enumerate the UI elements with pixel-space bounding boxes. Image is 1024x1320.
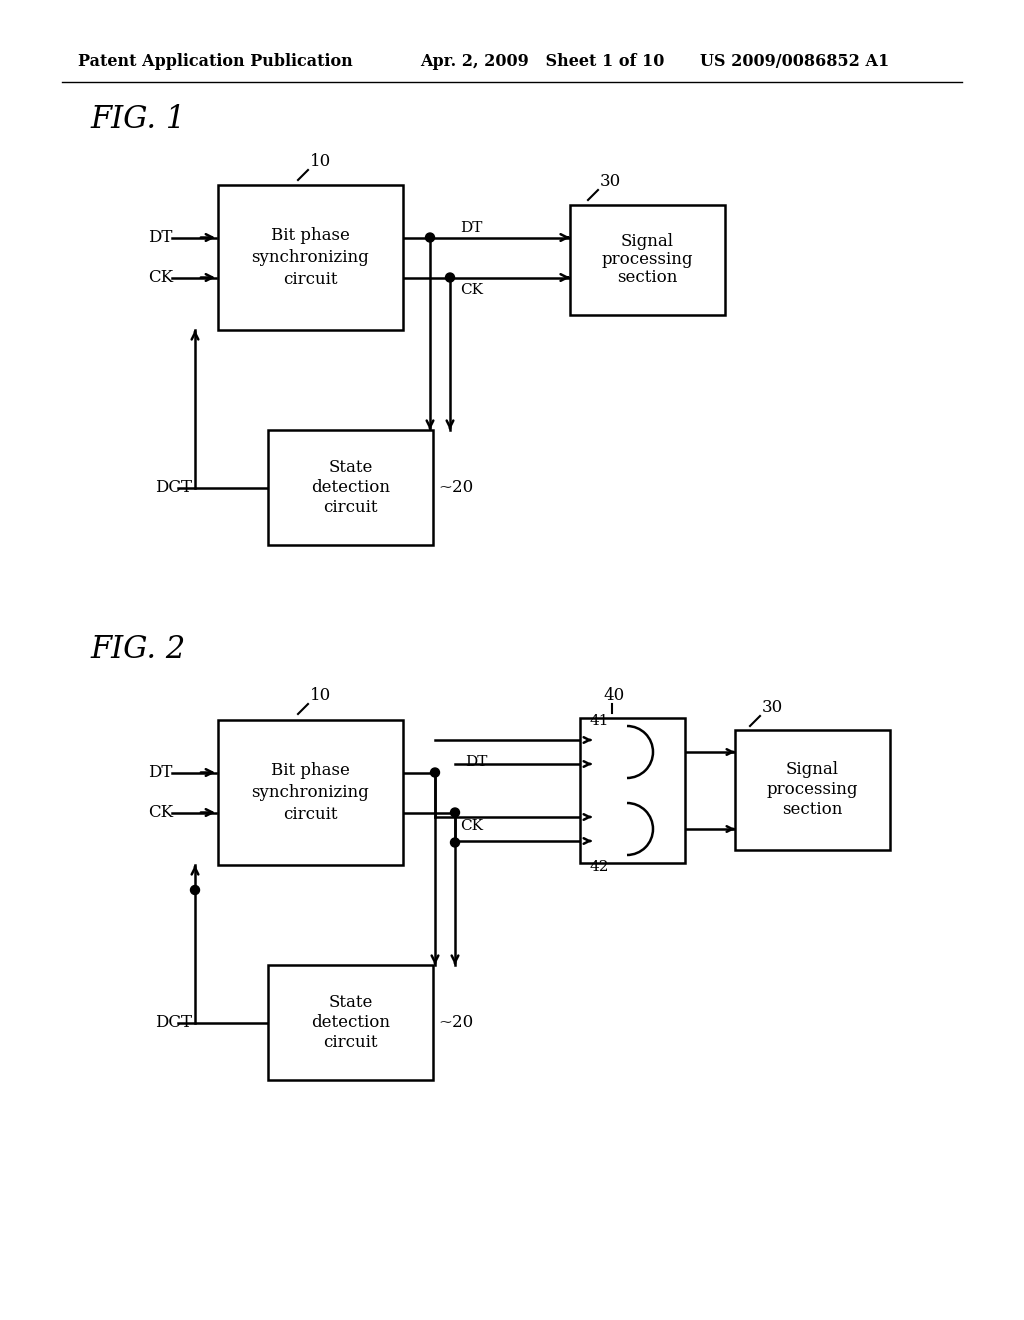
Text: processing: processing [767,781,858,799]
Text: 41: 41 [590,714,609,729]
Text: State: State [329,459,373,477]
Bar [735,730,890,850]
Bar [218,719,403,865]
Text: Patent Application Publication: Patent Application Publication [78,54,352,70]
Text: Bit phase: Bit phase [271,762,350,779]
Text: 40: 40 [603,688,625,705]
Text: ~20: ~20 [438,1014,473,1031]
Text: DT: DT [465,755,487,770]
Bar [268,965,433,1080]
Text: 30: 30 [600,173,622,190]
Text: CK: CK [460,282,483,297]
Bar [268,430,433,545]
Text: DT: DT [148,764,172,781]
Text: detection: detection [311,1014,390,1031]
Text: circuit: circuit [284,271,338,288]
Text: 30: 30 [762,700,783,717]
Text: FIG. 2: FIG. 2 [90,635,185,665]
Text: CK: CK [148,804,173,821]
Text: State: State [329,994,373,1011]
Text: circuit: circuit [284,807,338,822]
Text: section: section [782,801,843,818]
Bar [570,205,725,315]
Text: synchronizing: synchronizing [252,784,370,801]
Circle shape [430,768,439,777]
Circle shape [451,838,460,847]
Text: DT: DT [460,220,482,235]
Circle shape [426,234,434,242]
Text: circuit: circuit [324,499,378,516]
Text: ~20: ~20 [438,479,473,496]
Text: CK: CK [148,269,173,286]
Circle shape [190,886,200,895]
Text: DCT: DCT [155,1014,193,1031]
Text: CK: CK [460,818,483,833]
Text: US 2009/0086852 A1: US 2009/0086852 A1 [700,54,889,70]
Text: synchronizing: synchronizing [252,249,370,267]
Bar [580,718,685,863]
Text: FIG. 1: FIG. 1 [90,104,185,136]
Text: detection: detection [311,479,390,496]
Text: DCT: DCT [155,479,193,496]
Text: DT: DT [148,228,172,246]
Text: Signal: Signal [786,762,839,779]
Text: processing: processing [602,252,693,268]
Bar [218,185,403,330]
Circle shape [445,273,455,282]
Text: Signal: Signal [621,234,674,251]
Text: 42: 42 [590,861,609,874]
Text: Bit phase: Bit phase [271,227,350,244]
Circle shape [451,808,460,817]
Text: 10: 10 [310,688,331,705]
Text: 10: 10 [310,153,331,170]
Text: Apr. 2, 2009   Sheet 1 of 10: Apr. 2, 2009 Sheet 1 of 10 [420,54,665,70]
Text: section: section [617,269,678,286]
Text: circuit: circuit [324,1034,378,1051]
